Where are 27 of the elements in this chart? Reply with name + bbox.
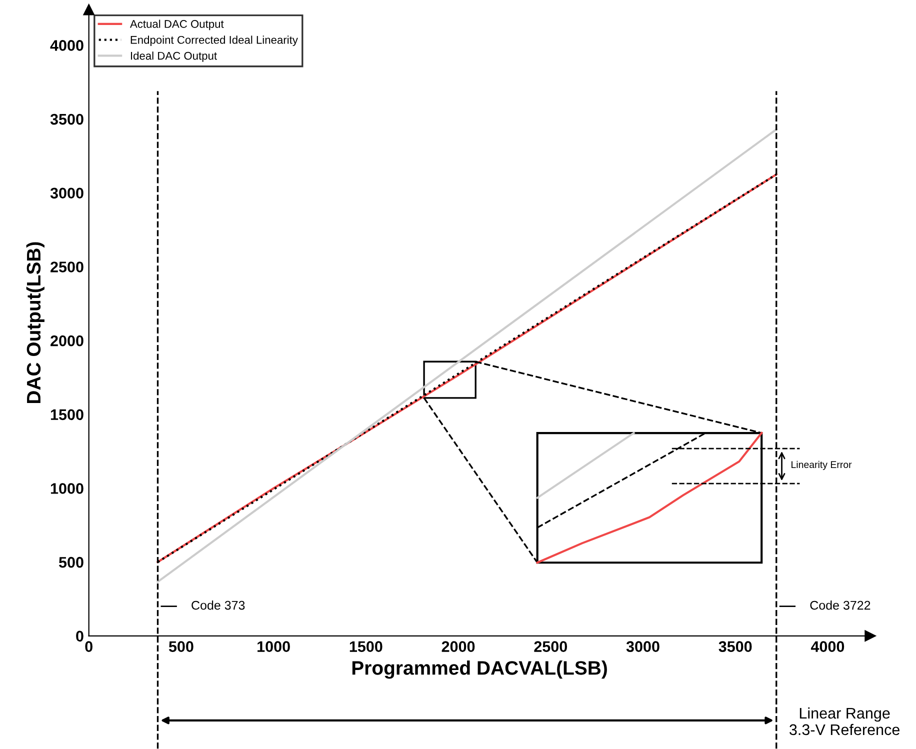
y-tick-label: 500 xyxy=(58,556,84,568)
legend-label: Actual DAC Output xyxy=(130,20,224,30)
x-tick-label: 0 xyxy=(85,641,92,652)
x-tick-label: 2000 xyxy=(442,641,475,652)
y-tick-label: 0 xyxy=(76,630,84,642)
y-tick-label: 2000 xyxy=(50,335,84,346)
y-tick-label: 3500 xyxy=(50,114,84,125)
y-axis-title: DAC Output(LSB) xyxy=(26,242,44,404)
y-tick-label: 1500 xyxy=(50,409,84,420)
legend-label: Ideal DAC Output xyxy=(130,52,217,62)
x-tick-label: 3000 xyxy=(626,641,660,652)
x-tick-label: 500 xyxy=(168,641,194,652)
legend-label: Endpoint Corrected Ideal Linearity xyxy=(130,36,298,46)
x-tick-label: 2500 xyxy=(534,641,568,652)
ref-line-label: Code 373 xyxy=(192,600,245,610)
x-tick-label: 3500 xyxy=(718,641,752,652)
x-tick-label: 4000 xyxy=(810,641,844,652)
y-tick-label: 4000 xyxy=(50,40,84,51)
y-tick-label: 3000 xyxy=(50,188,84,199)
text: Linear Range 3.3-V Reference xyxy=(790,707,900,736)
y-tick-label: 2500 xyxy=(50,262,84,272)
annotation: Linearity Error xyxy=(792,460,852,470)
x-axis-title: Programmed DACVAL(LSB) xyxy=(352,660,607,679)
x-tick-label: 1000 xyxy=(258,641,290,652)
x-tick-label: 1500 xyxy=(350,641,382,652)
ref-line-label: Code 3722 xyxy=(810,600,870,610)
y-tick-label: 1000 xyxy=(50,483,84,494)
